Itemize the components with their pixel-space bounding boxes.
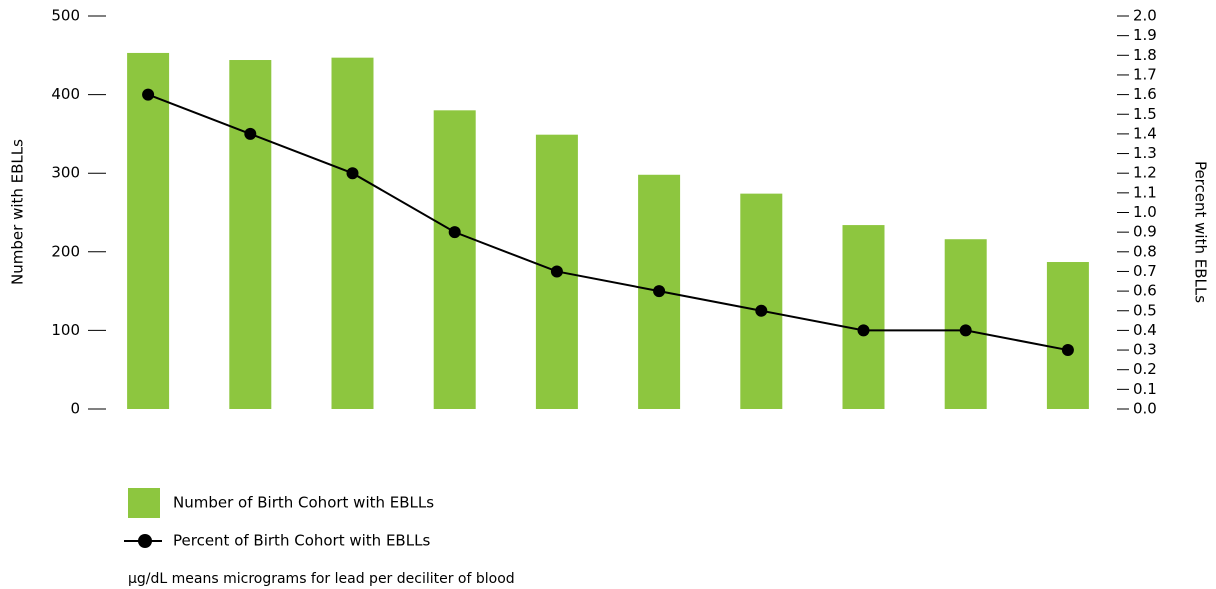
y2-tick-label: 1.8 xyxy=(1133,46,1157,64)
point xyxy=(142,88,155,101)
y2-tick-label: 1.9 xyxy=(1133,26,1157,44)
point xyxy=(550,265,563,278)
bar xyxy=(1046,262,1089,409)
y2-tick-label: 1.2 xyxy=(1133,164,1157,182)
legend-marker xyxy=(138,534,152,548)
bar xyxy=(331,57,374,410)
y2-tick-label: 1.3 xyxy=(1133,144,1157,162)
y2-tick-label: 2.0 xyxy=(1133,7,1157,25)
y2-tick-label: 1.6 xyxy=(1133,85,1157,103)
y2-tick-label: 1.5 xyxy=(1133,105,1157,123)
y2-tick-label: 1.0 xyxy=(1133,203,1157,221)
point xyxy=(959,324,972,337)
y-tick-label: 300 xyxy=(51,164,80,182)
y2-tick-label: 0.1 xyxy=(1133,380,1157,398)
y-tick-label: 500 xyxy=(51,7,80,25)
point xyxy=(857,324,870,337)
point xyxy=(755,304,768,317)
y2-tick-label: 0.2 xyxy=(1133,360,1157,378)
legend-swatch xyxy=(128,488,160,518)
bar xyxy=(433,110,476,409)
y2-tick-label: 0.4 xyxy=(1133,321,1157,339)
bar xyxy=(229,60,272,410)
y2-tick-label: 0.0 xyxy=(1133,400,1157,418)
legend-label: Number of Birth Cohort with EBLLs xyxy=(173,494,434,512)
y-axis-title: Number with EBLLs xyxy=(9,139,27,285)
bar xyxy=(740,193,783,409)
y-tick-label: 400 xyxy=(51,85,80,103)
bar xyxy=(842,225,885,409)
y2-tick-label: 0.7 xyxy=(1133,262,1157,280)
legend-label: Percent of Birth Cohort with EBLLs xyxy=(173,532,430,550)
y-tick-label: 200 xyxy=(51,242,80,260)
point xyxy=(653,285,666,298)
point xyxy=(346,167,359,180)
line xyxy=(147,93,1069,352)
bar xyxy=(127,52,170,409)
y-tick-label: 100 xyxy=(51,321,80,339)
y-tick-label: 0 xyxy=(70,400,80,418)
note: µg/dL means micrograms for lead per deci… xyxy=(128,571,515,587)
point xyxy=(1061,344,1074,357)
y2-axis-title: Percent with EBLLs xyxy=(1192,161,1210,303)
y2-tick-label: 0.5 xyxy=(1133,301,1157,319)
y2-tick-label: 0.6 xyxy=(1133,282,1157,300)
y2-tick-label: 1.7 xyxy=(1133,65,1157,83)
bar xyxy=(944,239,987,409)
y2-tick-label: 0.3 xyxy=(1133,341,1157,359)
point xyxy=(448,226,461,239)
y2-tick-label: 1.4 xyxy=(1133,124,1157,142)
y2-tick-label: 1.1 xyxy=(1133,183,1157,201)
point xyxy=(244,127,257,140)
y2-tick-label: 0.8 xyxy=(1133,242,1157,260)
y2-tick-label: 0.9 xyxy=(1133,223,1157,241)
